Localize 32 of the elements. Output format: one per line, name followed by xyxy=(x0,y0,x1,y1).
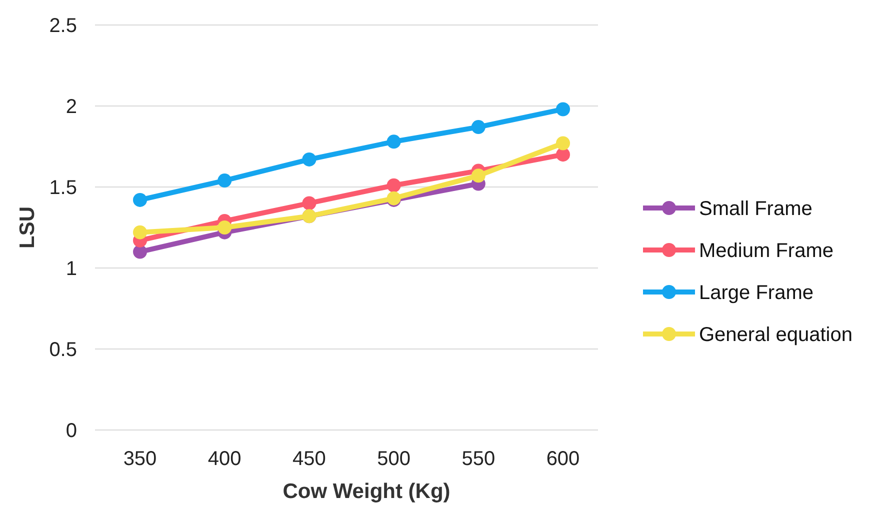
point xyxy=(218,174,232,188)
point xyxy=(133,192,147,207)
point xyxy=(133,244,147,259)
y-axis-title: LSU xyxy=(16,206,39,248)
y-tick-label: 2.5 xyxy=(49,15,77,37)
legend-label: General equation xyxy=(699,324,852,346)
point xyxy=(556,102,570,116)
point xyxy=(471,168,486,183)
x-axis-title: Cow Weight (Kg) xyxy=(282,480,450,503)
x-tick-label: 400 xyxy=(208,448,242,470)
point xyxy=(302,196,316,210)
point xyxy=(133,225,147,240)
point xyxy=(386,134,401,149)
y-tick-label: 1 xyxy=(66,258,77,280)
x-tick-label: 500 xyxy=(377,448,410,470)
point xyxy=(471,120,486,134)
legend-label: Large Frame xyxy=(699,282,814,304)
x-tick-label: 350 xyxy=(123,448,157,470)
y-tick-label: 2 xyxy=(66,96,77,118)
y-tick-label: 0 xyxy=(66,420,77,442)
point xyxy=(386,178,401,192)
point xyxy=(556,136,570,150)
x-tick-label: 450 xyxy=(292,448,326,470)
legend-label: Medium Frame xyxy=(699,240,834,262)
x-tick-label: 600 xyxy=(546,448,580,470)
point xyxy=(218,220,232,234)
legend-label: Small Frame xyxy=(699,198,812,220)
point xyxy=(556,148,570,162)
y-tick-label: 0.5 xyxy=(49,339,77,361)
y-tick-label: 1.5 xyxy=(49,177,77,199)
point xyxy=(302,152,316,166)
x-tick-label: 550 xyxy=(462,448,496,470)
